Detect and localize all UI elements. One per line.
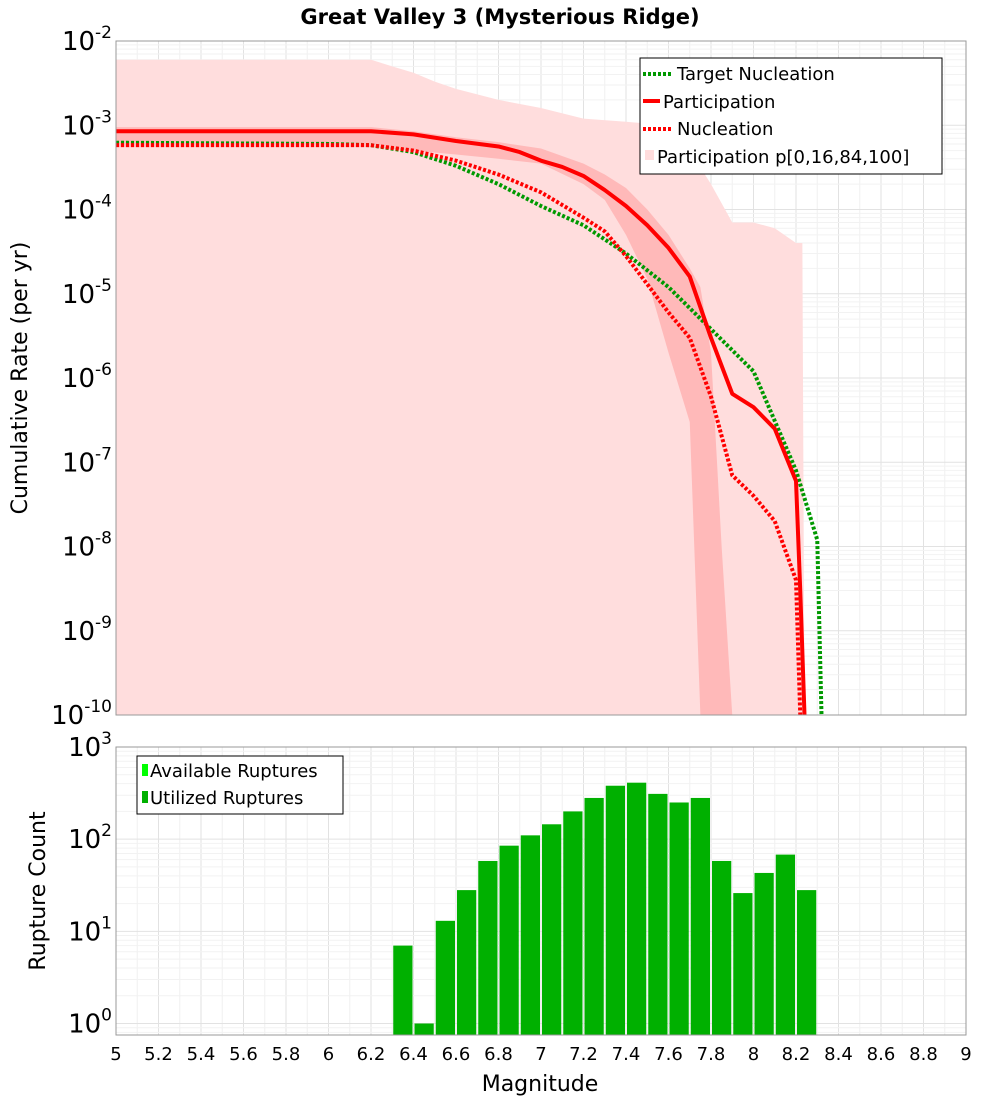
rupture-bar bbox=[605, 785, 625, 1035]
bottom-y-tick-label: 100 bbox=[68, 1005, 112, 1039]
rupture-bar bbox=[542, 824, 562, 1035]
x-tick-label: 7.6 bbox=[654, 1044, 683, 1065]
rupture-count-plot: 100 101 102 103 5 5.2 5.4 5.6 5.8 6 6.2 6.4 6.6 6.8 7… bbox=[26, 729, 972, 1097]
legend-label-nucleation: Nucleation bbox=[677, 119, 773, 140]
x-tick-label: 5 bbox=[110, 1044, 121, 1065]
x-tick-label: 7.2 bbox=[569, 1044, 598, 1065]
x-tick-label: 6 bbox=[323, 1044, 334, 1065]
x-tick-label: 8.8 bbox=[909, 1044, 938, 1065]
series-line-participation bbox=[116, 129, 807, 716]
legend-label-participation-bands: Participation p[0,16,84,100] bbox=[657, 147, 909, 168]
legend-label-participation: Participation bbox=[663, 92, 775, 113]
top-y-tick-labels: 10-2 10-3 10-4 10-5 10-6 10-7 10-8 10-9 10-10 bbox=[51, 23, 112, 731]
legend-swatch-participation-bands bbox=[645, 150, 654, 160]
rupture-count-bars bbox=[393, 782, 817, 1035]
x-tick-label: 7.4 bbox=[612, 1044, 641, 1065]
rupture-bar bbox=[733, 893, 753, 1035]
top-y-tick-label: 10-9 bbox=[62, 613, 112, 647]
bottom-y-tick-label: 102 bbox=[68, 821, 112, 855]
rupture-bar bbox=[690, 797, 710, 1035]
series-line-target-nucleation bbox=[115, 140, 824, 716]
x-tick-label: 6.4 bbox=[399, 1044, 428, 1065]
chart-title: Great Valley 3 (Mysterious Ridge) bbox=[300, 5, 699, 29]
top-plot-frame bbox=[115, 40, 967, 716]
x-tick-label: 5.4 bbox=[187, 1044, 216, 1065]
top-y-tick-label: 10-4 bbox=[62, 192, 112, 226]
rupture-bar bbox=[584, 797, 604, 1035]
rupture-bar bbox=[669, 802, 689, 1035]
x-tick-label: 5.2 bbox=[144, 1044, 173, 1065]
x-axis-label: Magnitude bbox=[482, 1072, 599, 1097]
bottom-plot-frame bbox=[115, 746, 967, 1036]
x-tick-label: 8.6 bbox=[867, 1044, 896, 1065]
top-y-tick-label: 10-10 bbox=[51, 697, 112, 731]
top-y-tick-label: 10-5 bbox=[62, 276, 112, 310]
x-tick-label: 7 bbox=[535, 1044, 546, 1065]
x-tick-label: 6.2 bbox=[357, 1044, 386, 1065]
top-y-axis-label: Cumulative Rate (per yr) bbox=[8, 242, 33, 515]
top-y-tick-label: 10-7 bbox=[62, 444, 112, 478]
rupture-bar bbox=[775, 854, 795, 1035]
legend-label-target-nucleation: Target Nucleation bbox=[676, 64, 835, 85]
legend-label-utilized: Utilized Ruptures bbox=[150, 788, 303, 809]
bottom-y-axis-label: Rupture Count bbox=[26, 811, 51, 971]
x-tick-label: 5.6 bbox=[229, 1044, 258, 1065]
rupture-bar bbox=[499, 845, 519, 1035]
x-tick-label: 6.6 bbox=[442, 1044, 471, 1065]
x-tick-label: 5.8 bbox=[272, 1044, 301, 1065]
rupture-bar bbox=[648, 793, 668, 1035]
legend-label-available: Available Ruptures bbox=[150, 761, 318, 782]
rupture-bar bbox=[563, 811, 583, 1035]
rupture-bar bbox=[754, 872, 774, 1035]
legend-swatch-utilized bbox=[142, 791, 148, 803]
rupture-bar bbox=[520, 835, 540, 1035]
rupture-bar bbox=[797, 890, 817, 1035]
top-y-tick-label: 10-2 bbox=[62, 23, 112, 57]
x-tick-label: 8.4 bbox=[824, 1044, 853, 1065]
x-tick-label: 8.2 bbox=[782, 1044, 811, 1065]
bottom-y-tick-labels: 100 101 102 103 bbox=[68, 729, 112, 1039]
top-legend-box bbox=[639, 57, 943, 175]
rupture-bar bbox=[393, 945, 413, 1035]
rate-series-lines bbox=[115, 129, 824, 716]
top-legend: Target Nucleation Participation Nucleati… bbox=[639, 57, 943, 175]
rupture-bar bbox=[478, 860, 498, 1035]
x-tick-label: 8 bbox=[748, 1044, 759, 1065]
bottom-y-tick-label: 101 bbox=[68, 913, 112, 947]
rupture-bar bbox=[457, 890, 477, 1035]
x-tick-label: 7.8 bbox=[697, 1044, 726, 1065]
x-tick-labels: 5 5.2 5.4 5.6 5.8 6 6.2 6.4 6.6 6.8 7 7.2 7.4 7.6 7.8 8… bbox=[110, 1044, 971, 1065]
top-y-tick-label: 10-6 bbox=[62, 360, 112, 394]
series-line-nucleation bbox=[116, 143, 803, 716]
rupture-bar bbox=[435, 920, 455, 1035]
top-y-tick-label: 10-3 bbox=[62, 107, 112, 141]
participation-bands bbox=[116, 59, 805, 716]
x-tick-label: 9 bbox=[960, 1044, 971, 1065]
bottom-y-tick-label: 103 bbox=[68, 729, 112, 763]
legend-swatch-available bbox=[142, 764, 148, 776]
x-tick-label: 6.8 bbox=[484, 1044, 513, 1065]
rupture-bar bbox=[414, 1023, 434, 1035]
top-y-tick-label: 10-8 bbox=[62, 529, 112, 563]
bottom-legend: Available Ruptures Utilized Ruptures bbox=[136, 755, 344, 815]
rupture-bar bbox=[712, 860, 732, 1035]
rupture-bar bbox=[627, 782, 647, 1035]
bottom-legend-box bbox=[136, 755, 344, 815]
cumulative-rate-plot: 10-2 10-3 10-4 10-5 10-6 10-7 10-8 10-9 10-10 Cu… bbox=[8, 23, 967, 731]
